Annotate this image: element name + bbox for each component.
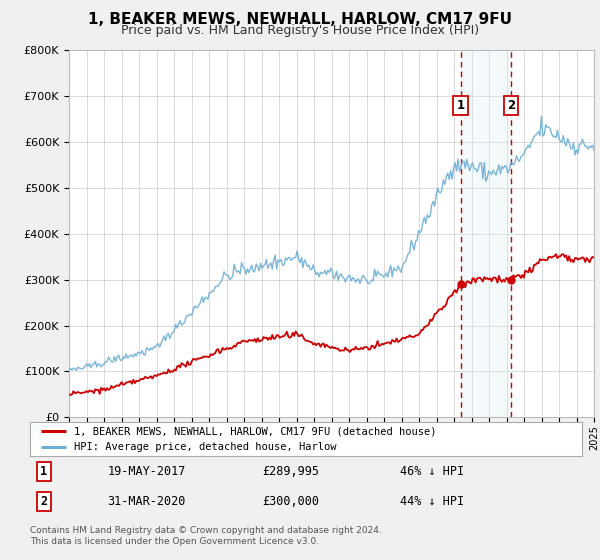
Text: 46% ↓ HPI: 46% ↓ HPI xyxy=(400,465,464,478)
Text: 1, BEAKER MEWS, NEWHALL, HARLOW, CM17 9FU (detached house): 1, BEAKER MEWS, NEWHALL, HARLOW, CM17 9F… xyxy=(74,426,437,436)
Bar xyxy=(461,50,511,417)
Text: 19-MAY-2017: 19-MAY-2017 xyxy=(107,465,185,478)
Text: HPI: Average price, detached house, Harlow: HPI: Average price, detached house, Harl… xyxy=(74,442,337,452)
Text: £300,000: £300,000 xyxy=(262,495,319,508)
Text: 2: 2 xyxy=(40,495,47,508)
Text: £289,995: £289,995 xyxy=(262,465,319,478)
Text: Price paid vs. HM Land Registry's House Price Index (HPI): Price paid vs. HM Land Registry's House … xyxy=(121,24,479,37)
Text: 31-MAR-2020: 31-MAR-2020 xyxy=(107,495,185,508)
Text: Contains HM Land Registry data © Crown copyright and database right 2024.
This d: Contains HM Land Registry data © Crown c… xyxy=(30,526,382,546)
Text: 1: 1 xyxy=(40,465,47,478)
Text: 1, BEAKER MEWS, NEWHALL, HARLOW, CM17 9FU: 1, BEAKER MEWS, NEWHALL, HARLOW, CM17 9F… xyxy=(88,12,512,27)
Text: 2: 2 xyxy=(507,99,515,112)
Text: 44% ↓ HPI: 44% ↓ HPI xyxy=(400,495,464,508)
Text: 1: 1 xyxy=(457,99,465,112)
